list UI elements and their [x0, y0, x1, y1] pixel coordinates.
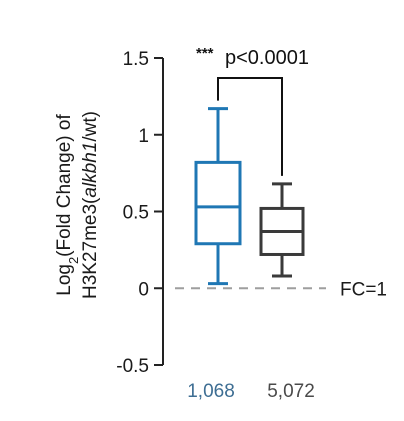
y-tick-label: -0.5	[116, 356, 149, 377]
y-axis-label: Log2(Fold Change) of H3K27me3(alkbh1/wt)	[54, 111, 101, 299]
category-label-2: 5,072	[267, 381, 315, 402]
x-axis-category-labels: 1,068 5,072	[187, 381, 315, 402]
y-axis-label-gene: alkbh1	[80, 142, 101, 198]
box-2	[259, 182, 305, 278]
y-tick-label: 0	[138, 279, 149, 300]
significance-stars: ***	[196, 45, 214, 62]
y-axis-ticks: 1.5 1 0.5 0 -0.5	[116, 49, 163, 377]
y-axis-label-log: Log	[54, 264, 75, 296]
y-tick-label: 1.5	[123, 49, 149, 70]
box-1	[194, 107, 242, 286]
category-label-1: 1,068	[187, 381, 235, 402]
reference-line-label: FC=1	[340, 279, 387, 300]
y-axis-label-line1: Log2(Fold Change) of	[54, 114, 81, 296]
box-series	[194, 107, 305, 286]
y-axis-label-wt: /wt)	[80, 111, 101, 142]
y-tick-label: 0.5	[123, 203, 149, 224]
significance-p-value: p<0.0001	[225, 47, 309, 69]
significance-bracket	[217, 76, 283, 176]
y-axis-label-line2: H3K27me3(alkbh1/wt)	[80, 111, 101, 299]
y-axis-label-fold-change: (Fold Change) of	[54, 114, 75, 257]
y-axis-label-mark: H3K27me3(	[80, 197, 101, 299]
interquartile-box	[194, 160, 242, 246]
y-tick-label: 1	[138, 126, 149, 147]
y-axis-label-subscript: 2	[66, 257, 81, 264]
